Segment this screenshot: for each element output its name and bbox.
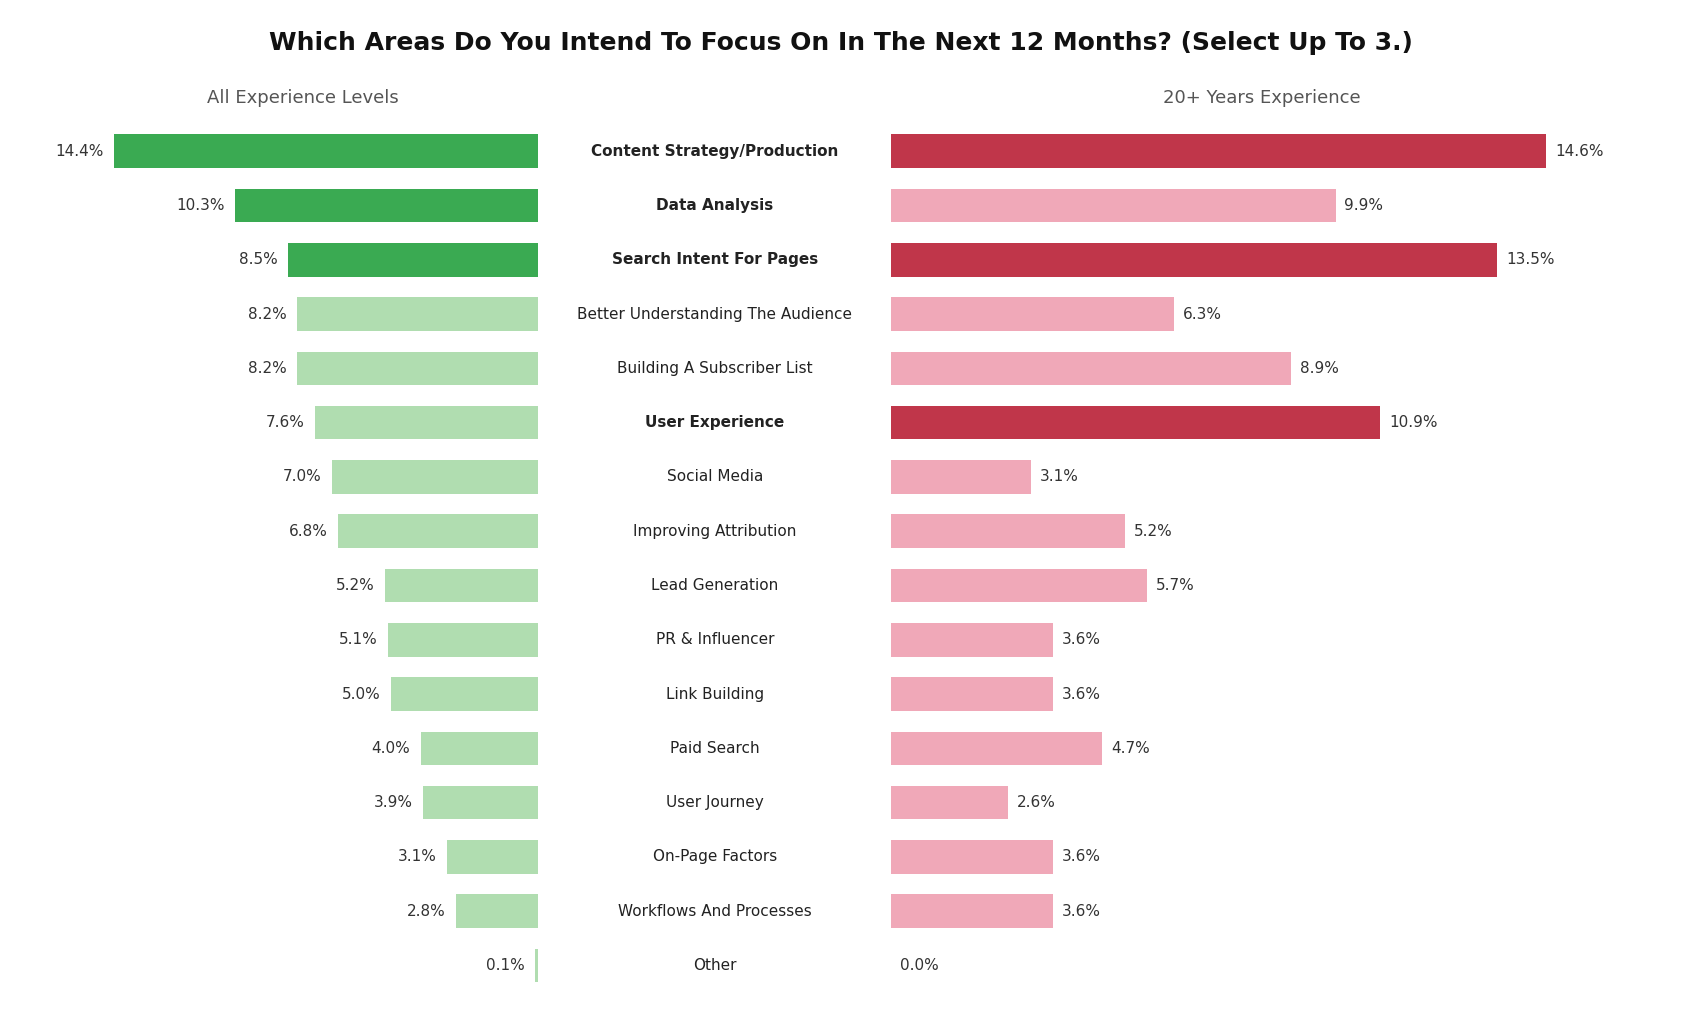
Bar <box>331 460 538 494</box>
Text: Workflows And Processes: Workflows And Processes <box>617 904 812 919</box>
Bar <box>891 731 1102 765</box>
Bar <box>298 297 538 331</box>
Text: All Experience Levels: All Experience Levels <box>207 89 399 108</box>
Bar <box>891 134 1546 169</box>
Text: 4.7%: 4.7% <box>1112 740 1150 756</box>
Bar <box>891 352 1290 386</box>
Bar <box>891 243 1497 277</box>
Bar <box>456 894 538 929</box>
Text: Data Analysis: Data Analysis <box>656 197 774 213</box>
Bar <box>891 460 1031 494</box>
Text: 3.6%: 3.6% <box>1061 904 1102 919</box>
Bar <box>891 297 1174 331</box>
Text: 10.3%: 10.3% <box>177 197 225 213</box>
Text: Building A Subscriber List: Building A Subscriber List <box>617 361 812 376</box>
Text: 20+ Years Experience: 20+ Years Experience <box>1162 89 1361 108</box>
Text: Other: Other <box>693 957 737 973</box>
Text: 5.0%: 5.0% <box>341 687 380 702</box>
Bar <box>114 134 538 169</box>
Bar <box>385 569 538 603</box>
Text: 8.2%: 8.2% <box>247 361 286 376</box>
Text: Content Strategy/Production: Content Strategy/Production <box>590 144 839 159</box>
Bar <box>891 405 1381 439</box>
Bar <box>288 243 538 277</box>
Bar <box>891 840 1053 874</box>
Bar <box>891 786 1008 820</box>
Text: Lead Generation: Lead Generation <box>651 578 779 594</box>
Bar <box>447 840 538 874</box>
Text: 2.8%: 2.8% <box>407 904 446 919</box>
Text: 6.3%: 6.3% <box>1182 306 1223 322</box>
Bar <box>891 514 1125 548</box>
Text: 0.1%: 0.1% <box>486 957 525 973</box>
Bar <box>390 677 538 711</box>
Bar <box>891 894 1053 929</box>
Text: 8.9%: 8.9% <box>1300 361 1339 376</box>
Text: User Journey: User Journey <box>666 795 764 811</box>
Text: 14.4%: 14.4% <box>56 144 104 159</box>
Bar <box>424 786 538 820</box>
Text: 4.0%: 4.0% <box>372 740 410 756</box>
Text: 3.9%: 3.9% <box>373 795 414 811</box>
Text: 7.6%: 7.6% <box>266 415 304 430</box>
Text: 0.0%: 0.0% <box>900 957 939 973</box>
Text: Search Intent For Pages: Search Intent For Pages <box>612 252 817 268</box>
Text: 5.7%: 5.7% <box>1156 578 1194 594</box>
Text: Improving Attribution: Improving Attribution <box>632 523 797 539</box>
Text: 6.8%: 6.8% <box>289 523 328 539</box>
Text: Better Understanding The Audience: Better Understanding The Audience <box>577 306 853 322</box>
Text: On-Page Factors: On-Page Factors <box>653 849 777 864</box>
Text: 5.1%: 5.1% <box>340 632 378 647</box>
Bar <box>338 514 538 548</box>
Text: 7.0%: 7.0% <box>283 469 321 485</box>
Text: 5.2%: 5.2% <box>1134 523 1172 539</box>
Text: Which Areas Do You Intend To Focus On In The Next 12 Months? (Select Up To 3.): Which Areas Do You Intend To Focus On In… <box>269 31 1413 55</box>
Text: Paid Search: Paid Search <box>669 740 760 756</box>
Bar <box>420 731 538 765</box>
Text: Social Media: Social Media <box>666 469 764 485</box>
Bar <box>891 622 1053 657</box>
Bar <box>891 188 1336 222</box>
Text: PR & Influencer: PR & Influencer <box>656 632 774 647</box>
Bar <box>315 405 538 439</box>
Text: 10.9%: 10.9% <box>1389 415 1438 430</box>
Text: 8.2%: 8.2% <box>247 306 286 322</box>
Text: 3.1%: 3.1% <box>1039 469 1078 485</box>
Text: User Experience: User Experience <box>646 415 784 430</box>
Text: 9.9%: 9.9% <box>1344 197 1384 213</box>
Bar <box>891 569 1147 603</box>
Text: 2.6%: 2.6% <box>1018 795 1056 811</box>
Text: 5.2%: 5.2% <box>336 578 375 594</box>
Bar <box>298 352 538 386</box>
Bar <box>891 677 1053 711</box>
Bar <box>535 948 538 982</box>
Text: Link Building: Link Building <box>666 687 764 702</box>
Text: 3.6%: 3.6% <box>1061 687 1102 702</box>
Text: 3.1%: 3.1% <box>399 849 437 864</box>
Text: 14.6%: 14.6% <box>1556 144 1605 159</box>
Bar <box>389 622 538 657</box>
Text: 3.6%: 3.6% <box>1061 632 1102 647</box>
Text: 3.6%: 3.6% <box>1061 849 1102 864</box>
Bar <box>235 188 538 222</box>
Text: 8.5%: 8.5% <box>239 252 278 268</box>
Text: 13.5%: 13.5% <box>1505 252 1554 268</box>
